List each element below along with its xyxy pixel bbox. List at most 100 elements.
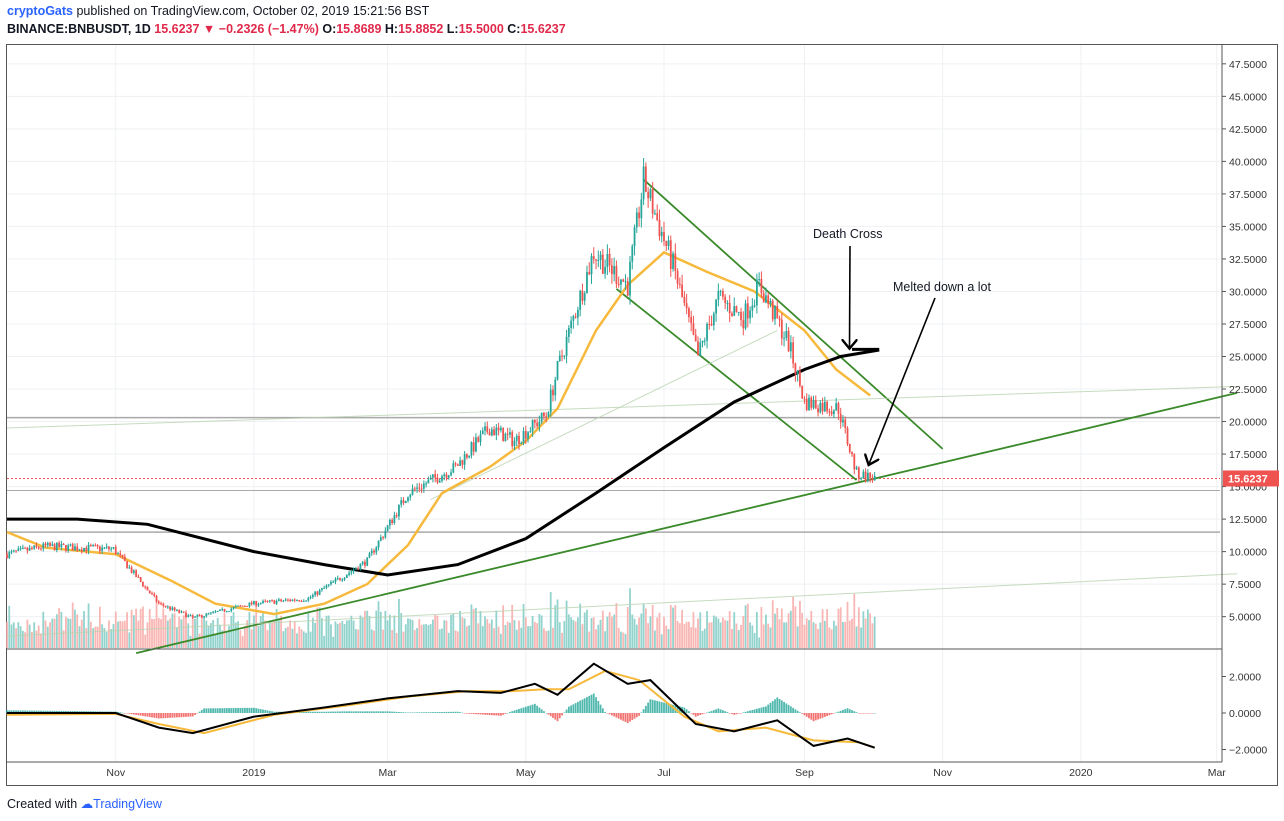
candle-body [450, 472, 452, 476]
candle-body [524, 431, 527, 439]
histogram-bar [434, 712, 437, 713]
histogram-bar [837, 711, 840, 713]
histogram-bar [801, 713, 804, 714]
histogram-bar [672, 704, 674, 713]
histogram-bar [481, 713, 484, 715]
volume-bar [62, 630, 65, 648]
volume-bar [166, 620, 169, 648]
histogram-bar [62, 710, 65, 713]
volume-bar [330, 624, 332, 648]
osc-tick-label: −2.0000 [1229, 745, 1267, 757]
candle-body [219, 609, 221, 611]
candle-body [853, 454, 856, 470]
histogram-bar [348, 711, 350, 713]
volume-bar [624, 633, 627, 648]
high-value: 15.8852 [398, 22, 444, 36]
candle-body [364, 561, 366, 566]
volume-bar [282, 631, 285, 648]
histogram-bar [225, 708, 228, 713]
candle-body [264, 600, 267, 602]
volume-bar [823, 620, 826, 648]
candle-body [221, 608, 224, 610]
volume-bar [85, 628, 88, 648]
volume-bar [649, 616, 652, 648]
candle-body [205, 613, 208, 617]
candle-body [595, 259, 597, 261]
candle-body [257, 604, 260, 606]
volume-bar [443, 620, 446, 648]
histogram-bar [255, 708, 258, 713]
volume-bar [15, 628, 17, 648]
author-link[interactable]: cryptoGats [7, 4, 73, 18]
histogram-bar [12, 710, 15, 713]
candle-body [486, 426, 489, 433]
volume-bar [685, 621, 688, 648]
histogram-bar [148, 713, 151, 718]
histogram-bar [524, 706, 527, 713]
histogram-bar [744, 711, 747, 713]
histogram-bar [604, 712, 606, 713]
candle-body [543, 412, 545, 417]
volume-bar [196, 615, 199, 648]
volume-bar [142, 606, 144, 648]
candle-body [436, 477, 439, 483]
close-value: 15.6237 [520, 22, 566, 36]
faint-trendline [430, 330, 778, 501]
candle-body [343, 577, 346, 580]
candle-body [144, 586, 147, 588]
histogram-bar [142, 713, 144, 716]
candle-body [241, 605, 244, 607]
volume-bar [368, 615, 371, 648]
volume-bar [846, 601, 849, 648]
volume-bar [332, 636, 335, 648]
histogram-bar [751, 709, 754, 713]
histogram-bar [694, 713, 697, 717]
low-value: 15.5000 [458, 22, 504, 36]
candle-body [629, 261, 631, 296]
candle-body [536, 422, 539, 427]
candle-body [615, 266, 618, 284]
candle-body [488, 432, 491, 436]
candle-body [586, 272, 588, 294]
histogram-bar [601, 708, 604, 713]
candle-body [293, 599, 296, 601]
histogram-bar [212, 708, 215, 713]
candle-body [749, 310, 751, 319]
histogram-bar [364, 711, 366, 713]
histogram-bar [755, 708, 758, 713]
candle-body [121, 554, 124, 557]
chart-frame[interactable] [6, 44, 1278, 786]
histogram-bar [359, 711, 362, 713]
histogram-bar [180, 713, 183, 718]
candle-body [465, 454, 468, 458]
volume-bar [157, 618, 160, 648]
volume-bar [497, 626, 500, 648]
volume-bar [599, 619, 602, 648]
histogram-bar [259, 709, 262, 713]
histogram-bar [590, 694, 593, 713]
histogram-bar [126, 713, 128, 714]
volume-bar [334, 621, 337, 648]
candle-body [740, 311, 742, 321]
histogram-bar [209, 708, 212, 713]
volume-bar [604, 631, 606, 648]
volume-bar [434, 614, 437, 648]
tradingview-logo-icon[interactable]: ☁ [80, 797, 94, 811]
histogram-bar [683, 707, 686, 713]
histogram-bar [554, 713, 557, 720]
histogram-bar [654, 700, 656, 713]
tradingview-brand[interactable]: TradingView [93, 797, 162, 811]
candle-body [71, 544, 74, 551]
histogram-bar [608, 713, 611, 715]
candle-body [823, 401, 826, 412]
candle-body [119, 553, 122, 555]
price-change: −0.2326 (−1.47%) [218, 22, 319, 36]
histogram-bar [418, 712, 421, 713]
volume-bar [710, 622, 713, 648]
volume-bar [314, 622, 317, 648]
histogram-bar [857, 713, 860, 714]
histogram-bar [332, 711, 335, 713]
histogram-bar [635, 713, 638, 718]
candle-body [345, 574, 348, 578]
